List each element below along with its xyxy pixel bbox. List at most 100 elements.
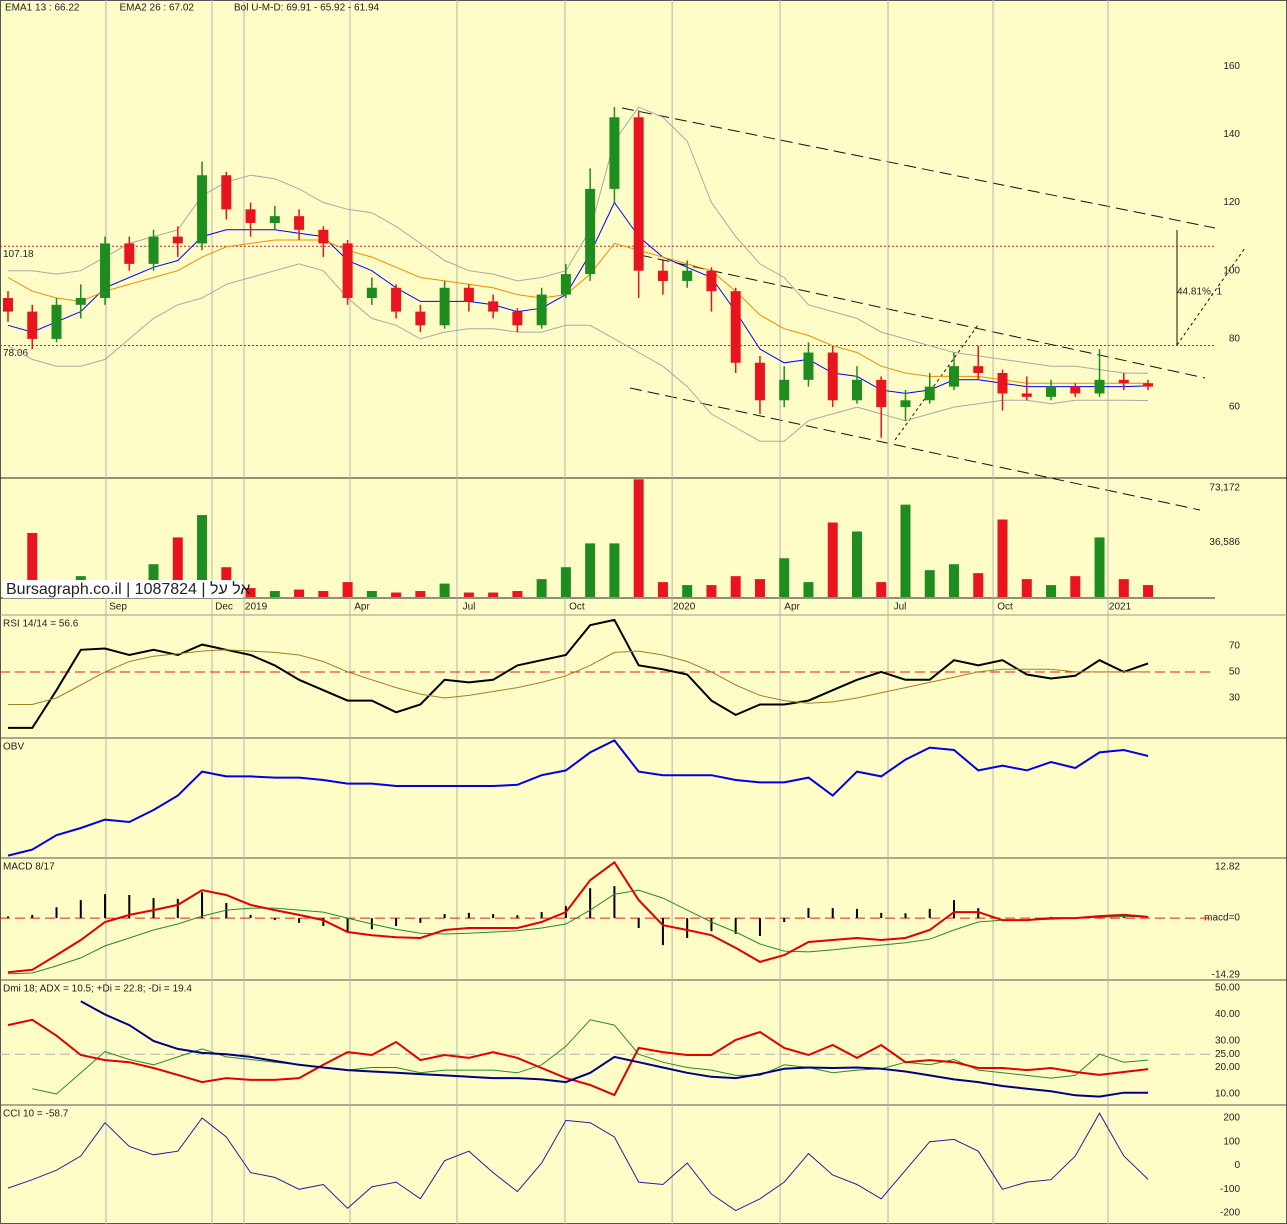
volume-bar	[851, 531, 862, 598]
volume-bar	[924, 570, 935, 598]
candle-body	[924, 386, 935, 401]
x-tick-label: Apr	[354, 602, 370, 613]
candle-body	[682, 270, 693, 281]
volume-bar	[585, 543, 596, 598]
candle-body	[949, 366, 960, 387]
volume-bar	[1046, 585, 1057, 598]
y-tick-label: 80	[1229, 334, 1241, 345]
series-line	[7, 860, 1149, 974]
y-tick-label: -200	[1220, 1208, 1240, 1219]
candle-body	[851, 379, 862, 401]
y-tick-label: 120	[1223, 197, 1240, 208]
panel-title: MACD 8/17	[3, 862, 55, 873]
x-tick-label: Jul	[463, 602, 476, 613]
volume-bar	[997, 519, 1008, 598]
candle-body	[585, 188, 596, 275]
candle-body	[1070, 386, 1081, 394]
volume-bar	[391, 592, 402, 598]
y-tick-label: 36,586	[1209, 537, 1240, 548]
panel-title: Dmi 18; ADX = 10.5; +Di = 22.8; -Di = 19…	[3, 984, 192, 995]
candle-body	[536, 294, 547, 326]
candle-body	[75, 297, 86, 305]
candle-body	[3, 297, 14, 312]
candle-body	[463, 287, 474, 302]
candle-body	[803, 352, 814, 380]
volume-bar	[27, 532, 38, 598]
candle-body	[245, 209, 256, 223]
candle-body	[827, 352, 838, 401]
x-tick-label: Sep	[109, 602, 127, 613]
watermark-box	[3, 580, 243, 598]
volume-bar	[876, 582, 887, 598]
candle-body	[997, 372, 1008, 394]
candle-body	[876, 379, 887, 408]
y-tick-label: -100	[1220, 1184, 1240, 1195]
y-tick-label: 160	[1223, 61, 1240, 72]
candle-body	[27, 311, 38, 339]
x-tick-label: 2021	[1109, 602, 1132, 613]
series-line	[80, 1000, 1149, 1098]
series-line	[8, 618, 1149, 729]
legend-entry: EMA1 13 : 66.22	[5, 3, 80, 14]
legend-entry: Bol U-M-D: 69.91 - 65.92 - 61.94	[234, 3, 380, 14]
candle-body	[124, 243, 135, 264]
volume-bar	[197, 515, 208, 598]
candle-body	[512, 311, 523, 326]
y-tick-label: -14.29	[1212, 970, 1241, 981]
candle-body	[100, 243, 111, 298]
volume-bar	[294, 589, 305, 598]
trend-line	[894, 324, 979, 441]
volume-bar	[172, 537, 183, 598]
annotation: 44.81%, 1	[1177, 287, 1222, 298]
candle-body	[439, 287, 450, 326]
y-tick-label: 30	[1229, 693, 1241, 704]
volume-bar	[1143, 585, 1154, 598]
series-line	[7, 889, 1149, 975]
candle-body	[609, 117, 620, 189]
candle-body	[779, 379, 790, 401]
y-tick-label: 70	[1229, 641, 1241, 652]
series-line	[7, 1112, 1149, 1212]
x-tick-label: Apr	[784, 602, 800, 613]
candle-body	[221, 175, 232, 210]
volume-bar	[706, 585, 717, 598]
candle-body	[1143, 383, 1154, 387]
panel-title: CCI 10 = -58.7	[3, 1109, 69, 1120]
candle-body	[1118, 379, 1129, 384]
y-tick-label: macd=0	[1204, 913, 1240, 924]
legend-entry: EMA2 26 : 67.02	[120, 3, 195, 14]
volume-bar	[512, 591, 523, 598]
volume-bar	[1094, 537, 1105, 598]
plot: Sep Dec 2019 Apr Jul Oct 2020 Apr Jul Oct 2021 160 1…	[0, 0, 1240, 1224]
candle-body	[1046, 386, 1057, 397]
volume-bar	[560, 567, 571, 598]
volume-bar	[1021, 579, 1032, 598]
candle-body	[900, 400, 911, 408]
volume-bar	[900, 504, 911, 598]
panel-title: RSI 14/14 = 56.6	[3, 619, 79, 630]
y-tick-label: 100	[1223, 1136, 1240, 1147]
level-label: 107.18	[3, 249, 34, 260]
y-tick-label: 200	[1223, 1113, 1240, 1124]
candle-body	[1094, 379, 1105, 394]
y-tick-label: 0	[1234, 1160, 1240, 1171]
candle-body	[415, 311, 426, 326]
x-tick-label: Jul	[894, 602, 907, 613]
y-tick-label: 30.00	[1215, 1036, 1240, 1047]
candle-body	[172, 236, 183, 244]
volume-bar	[1118, 579, 1129, 598]
volume-bar	[949, 564, 960, 598]
volume-bar	[366, 591, 377, 598]
volume-bar	[827, 522, 838, 598]
volume-bar	[779, 558, 790, 598]
volume-bar	[269, 591, 280, 598]
candle-body	[706, 270, 717, 292]
candle-body	[973, 366, 984, 373]
trend-line	[629, 387, 1201, 511]
candle-body	[560, 274, 571, 295]
y-tick-label: 25.00	[1215, 1049, 1240, 1060]
candle-body	[294, 216, 305, 230]
series-line	[7, 239, 1149, 384]
